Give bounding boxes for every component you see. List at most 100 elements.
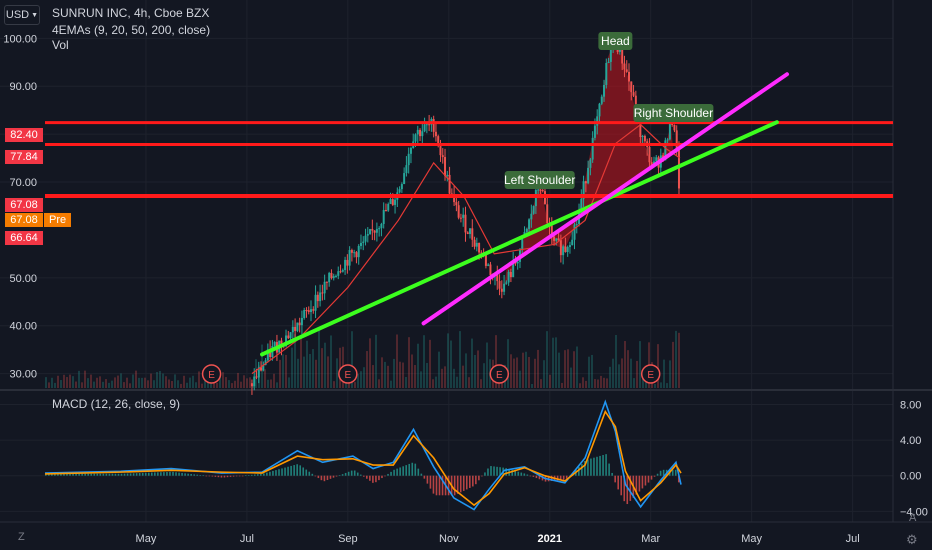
macd-histogram-bar <box>105 473 108 476</box>
macd-histogram-bar <box>184 473 186 476</box>
volume-bar <box>669 360 671 388</box>
macd-histogram-bar <box>426 475 429 484</box>
macd-histogram-bar <box>211 475 214 477</box>
macd-histogram-bar <box>238 475 241 477</box>
candle-body <box>339 271 342 273</box>
candle-body <box>362 241 365 243</box>
candle-body <box>630 81 633 93</box>
macd-histogram-bar <box>320 475 323 481</box>
macd-histogram-bar <box>144 472 147 476</box>
macd-histogram-bar <box>199 475 202 476</box>
earnings-marker-2[interactable]: E <box>489 364 510 384</box>
chart-title[interactable]: SUNRUN INC, 4h, Cboe BZX <box>52 6 210 20</box>
gear-icon[interactable]: ⚙ <box>906 532 918 547</box>
candle-body <box>625 69 628 72</box>
macd-histogram-bar <box>435 475 438 496</box>
candle-body <box>373 230 376 233</box>
volume-label[interactable]: Vol <box>52 38 69 52</box>
volume-bar <box>102 381 104 388</box>
macd-histogram-bar <box>75 473 77 476</box>
candle-body <box>573 224 576 240</box>
macd-histogram-bar <box>499 467 501 476</box>
volume-bar <box>66 377 68 388</box>
volume-bar <box>96 377 98 388</box>
candle-body <box>584 181 587 184</box>
volume-bar <box>198 371 200 388</box>
macd-histogram-bar <box>329 475 332 479</box>
candle-body <box>677 150 680 189</box>
macd-histogram-bar <box>644 475 647 486</box>
volume-bar <box>222 372 224 388</box>
candle-body <box>273 342 276 347</box>
candle-body <box>414 134 417 142</box>
candle-body <box>512 261 515 278</box>
candle-body <box>439 146 442 156</box>
currency-selector[interactable]: USD ▼ <box>4 5 40 25</box>
earnings-marker-circle <box>338 364 358 384</box>
volume-bar <box>318 330 320 388</box>
auto-scale-button[interactable]: A <box>909 512 917 524</box>
macd-histogram-bar <box>51 473 53 476</box>
macd-histogram-bar <box>617 475 619 490</box>
volume-bar <box>585 380 587 388</box>
volume-bar <box>78 370 80 388</box>
volume-bar <box>399 361 401 388</box>
macd-histogram-bar <box>611 472 613 476</box>
volume-bar <box>189 377 191 388</box>
macd-histogram-bar <box>420 473 423 476</box>
candle-body <box>300 317 303 326</box>
candle-body <box>575 224 578 226</box>
candle-body <box>571 239 574 246</box>
candle-body <box>419 129 422 137</box>
candle-body <box>321 292 324 294</box>
volume-bar <box>612 358 614 388</box>
volume-bar <box>57 375 59 388</box>
time-tick-label: Jul <box>240 533 254 545</box>
candle-body <box>457 205 460 218</box>
macd-label[interactable]: MACD (12, 26, close, 9) <box>52 397 181 411</box>
macd-histogram-bar <box>590 458 592 476</box>
volume-bar <box>462 365 464 388</box>
volume-bar <box>450 340 452 388</box>
price-badge-77-84: 77.84 <box>5 150 43 164</box>
earnings-marker-0[interactable]: E <box>201 364 222 384</box>
earnings-marker-3[interactable]: E <box>640 364 661 384</box>
volume-bar <box>396 334 398 388</box>
candle-body <box>557 238 560 241</box>
volume-bar <box>381 357 383 388</box>
candle-body <box>253 376 256 387</box>
candle-body <box>357 245 360 258</box>
volume-bar <box>627 350 629 388</box>
macd-histogram-bar <box>414 463 417 476</box>
candle-body <box>405 165 408 174</box>
earnings-marker-label: E <box>345 370 352 381</box>
macd-histogram-bar <box>363 475 365 477</box>
macd-histogram-bar <box>338 475 341 476</box>
macd-histogram-bar <box>293 465 295 476</box>
volume-bar <box>630 358 632 388</box>
volume-bar <box>390 380 392 388</box>
last-price-badge: 67.08 <box>5 213 43 227</box>
volume-bar <box>663 359 665 388</box>
indicator-label[interactable]: 4EMAs (9, 20, 50, 200, close) <box>52 23 211 37</box>
macd-histogram-bar <box>359 474 362 476</box>
macd-histogram-bar <box>84 473 86 476</box>
volume-bar <box>582 377 584 388</box>
volume-bar <box>159 371 161 388</box>
candle-body <box>675 130 678 151</box>
volume-bar <box>657 344 659 388</box>
volume-bar <box>672 341 674 388</box>
macd-histogram-bar <box>181 472 183 476</box>
candle-body <box>539 189 542 191</box>
volume-bar <box>387 365 389 388</box>
macd-histogram-bar <box>326 475 329 481</box>
volume-bar <box>456 376 458 388</box>
signal-line <box>44 409 682 507</box>
macd-histogram-bar <box>272 470 274 476</box>
zoom-button[interactable]: Z <box>18 531 25 543</box>
macd-histogram-bar <box>614 475 616 483</box>
earnings-marker-1[interactable]: E <box>338 364 358 384</box>
volume-bar <box>369 338 371 388</box>
